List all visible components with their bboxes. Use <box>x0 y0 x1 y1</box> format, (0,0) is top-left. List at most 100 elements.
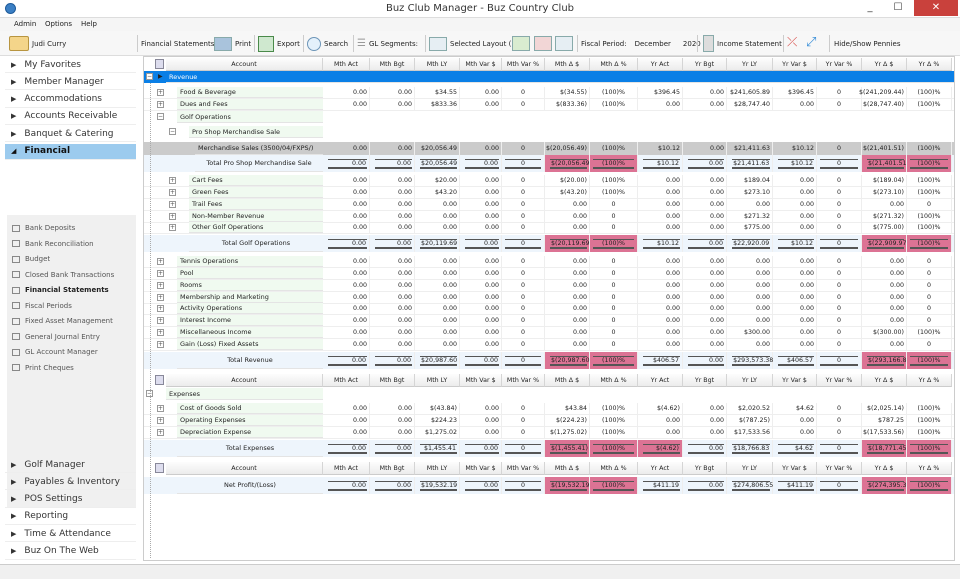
column-header[interactable]: Mth LY <box>415 58 460 71</box>
column-header[interactable]: Mth Var % <box>502 58 545 71</box>
sidebar-item-golf-manager[interactable]: ▶ Golf Manager <box>5 457 136 473</box>
expand-icon[interactable]: + <box>169 189 176 196</box>
column-header[interactable]: Mth Δ % <box>590 462 638 475</box>
table-row[interactable]: + Non-Member Revenue 0.00 0.00 0.00 0.00 0 0.00… <box>144 211 954 223</box>
table-row[interactable]: + Trail Fees 0.00 0.00 0.00 0.00 0 0.00 0 0.00 0.0… <box>144 199 954 211</box>
table-row[interactable]: + Other Golf Operations 0.00 0.00 0.00 0.00 0 0… <box>144 222 954 234</box>
delete-layout-icon[interactable] <box>534 36 552 51</box>
menu-admin[interactable]: Admin <box>14 20 37 28</box>
column-header[interactable]: Mth Var $ <box>460 58 502 71</box>
group-row[interactable]: − Expenses <box>144 388 954 400</box>
expand-icon[interactable]: + <box>157 270 164 277</box>
column-header[interactable]: Mth LY <box>415 462 460 475</box>
column-header[interactable]: Yr LY <box>727 58 773 71</box>
column-header[interactable]: Mth Δ $ <box>545 58 590 71</box>
edit-layout-icon[interactable] <box>555 36 573 51</box>
expand-icon[interactable]: + <box>157 317 164 324</box>
submenu-item-print-cheques[interactable]: Print Cheques <box>12 364 74 372</box>
submenu-item-bank-deposits[interactable]: Bank Deposits <box>12 224 75 232</box>
search-button[interactable]: Search <box>307 31 348 56</box>
column-header-row[interactable]: Account Mth Act Mth Bgt Mth LY Mth Var $ Mth … <box>144 462 954 475</box>
column-header[interactable]: Yr Var $ <box>773 58 817 71</box>
column-header[interactable]: Mth Δ % <box>590 58 638 71</box>
table-row[interactable]: + Miscellaneous Income 0.00 0.00 0.00 0.00 0 0.… <box>144 327 954 339</box>
gl-segments-button[interactable]: ☰ GL Segments: <box>357 31 418 56</box>
table-row[interactable]: Merchandise Sales (3500/04/FXPS/) 0.00 0.0… <box>144 142 954 155</box>
sidebar-item-my-favorites[interactable]: ▶ My Favorites <box>5 57 136 73</box>
column-chooser-icon[interactable] <box>155 59 164 69</box>
export-button[interactable]: Export <box>258 31 300 56</box>
sidebar-item-member-manager[interactable]: ▶ Member Manager <box>5 74 136 91</box>
column-header[interactable]: Yr LY <box>727 374 773 387</box>
column-header[interactable]: Yr Act <box>638 374 683 387</box>
table-row[interactable]: + Depreciation Expense 0.00 0.00 $1,275.02 0.… <box>144 427 954 439</box>
menu-help[interactable]: Help <box>81 20 97 28</box>
sidebar-item-accounts-receivable[interactable]: ▶ Accounts Receivable <box>5 109 136 125</box>
collapse-icon[interactable]: − <box>146 390 153 397</box>
submenu-item-general-journal-entry[interactable]: General Journal Entry <box>12 333 100 341</box>
table-row[interactable]: + Cost of Goods Sold 0.00 0.00 $(43.84) 0.00 0… <box>144 403 954 415</box>
column-header[interactable]: Yr Var % <box>817 462 862 475</box>
sidebar-item-accommodations[interactable]: ▶ Accommodations <box>5 92 136 108</box>
column-header[interactable]: Yr Δ $ <box>862 58 907 71</box>
column-header[interactable]: Yr Δ $ <box>862 462 907 475</box>
sidebar-item-buz-on-the-web[interactable]: ▶ Buz On The Web <box>5 544 136 560</box>
collapse-icon[interactable]: − <box>157 113 164 120</box>
column-header[interactable]: Mth Δ % <box>590 374 638 387</box>
submenu-item-budget[interactable]: Budget <box>12 255 50 263</box>
expand-icon[interactable]: + <box>169 224 176 231</box>
submenu-item-closed-bank-transactions[interactable]: Closed Bank Transactions <box>12 271 114 279</box>
column-header-account[interactable]: Account <box>166 58 323 71</box>
expand-icon[interactable]: + <box>157 305 164 312</box>
sidebar-item-reporting[interactable]: ▶ Reporting <box>5 509 136 525</box>
column-header[interactable]: Yr Var % <box>817 374 862 387</box>
collapse-icon[interactable]: − <box>169 128 176 135</box>
expand-icon[interactable]: + <box>157 294 164 301</box>
expand-icon[interactable]: + <box>157 101 164 108</box>
column-header[interactable]: Mth Act <box>323 462 370 475</box>
column-header[interactable]: Mth Var % <box>502 374 545 387</box>
print-button[interactable]: Print <box>214 31 251 56</box>
table-row[interactable]: + Tennis Operations 0.00 0.00 0.00 0.00 0 0.00 0… <box>144 256 954 268</box>
table-row[interactable]: + Rooms 0.00 0.00 0.00 0.00 0 0.00 0 0.00 0.00 0.00… <box>144 280 954 292</box>
selected-layout-button[interactable]: Selected Layout () <box>429 31 514 56</box>
sidebar-item-pos-settings[interactable]: ▶ POS Settings <box>5 492 136 508</box>
table-row[interactable]: + Membership and Marketing 0.00 0.00 0.00 0.0… <box>144 292 954 304</box>
table-row[interactable]: + Pool 0.00 0.00 0.00 0.00 0 0.00 0 0.00 0.00 0.00 0… <box>144 268 954 280</box>
sidebar-item-time-attendance[interactable]: ▶ Time & Attendance <box>5 526 136 543</box>
expand-icon[interactable]: + <box>169 177 176 184</box>
group-row[interactable]: − Pro Shop Merchandise Sale <box>144 126 954 138</box>
sidebar-item-banquet-catering[interactable]: ▶ Banquet & Catering <box>5 126 136 143</box>
expand-icon[interactable]: + <box>169 201 176 208</box>
column-header[interactable]: Yr Δ $ <box>862 374 907 387</box>
submenu-item-fiscal-periods[interactable]: Fiscal Periods <box>12 302 72 310</box>
column-chooser-icon[interactable] <box>155 375 164 385</box>
column-header[interactable]: Yr Bgt <box>683 462 727 475</box>
total-row[interactable]: Total Expenses 0.00 0.00 $1,455.41 0.00 0 $(1,… <box>144 440 954 457</box>
column-header-account[interactable]: Account <box>166 374 323 387</box>
expand-all-icon[interactable]: ⤢ <box>806 35 817 50</box>
expand-icon[interactable]: + <box>157 89 164 96</box>
column-header[interactable]: Mth Bgt <box>370 58 415 71</box>
table-row[interactable]: + Activity Operations 0.00 0.00 0.00 0.00 0 0.0… <box>144 303 954 315</box>
column-header[interactable]: Yr Bgt <box>683 374 727 387</box>
minimize-button[interactable]: _ <box>867 2 873 13</box>
column-header[interactable]: Yr Bgt <box>683 58 727 71</box>
expand-icon[interactable]: + <box>157 329 164 336</box>
expand-icon[interactable]: + <box>157 417 164 424</box>
expand-icon[interactable]: + <box>157 341 164 348</box>
column-header[interactable]: Yr LY <box>727 462 773 475</box>
table-row[interactable]: + Food & Beverage 0.00 0.00 $34.55 0.00 0 $(34.… <box>144 87 954 99</box>
column-header[interactable]: Yr Var $ <box>773 374 817 387</box>
close-button[interactable]: ✕ <box>914 0 958 16</box>
column-header[interactable]: Mth Bgt <box>370 462 415 475</box>
column-header[interactable]: Mth Var $ <box>460 462 502 475</box>
income-statement-button[interactable]: Income Statement <box>703 31 782 56</box>
column-header[interactable]: Yr Act <box>638 462 683 475</box>
total-row[interactable]: Net Profit/(Loss) 0.00 0.00 $19,532.19 0.00 0… <box>144 477 954 494</box>
expand-icon[interactable]: + <box>157 429 164 436</box>
total-row[interactable]: Total Revenue 0.00 0.00 $20,987.60 0.00 0 $(20… <box>144 352 954 369</box>
collapse-all-icon[interactable]: ⤫ <box>787 35 798 50</box>
table-row[interactable]: + Interest Income 0.00 0.00 0.00 0.00 0 0.00 0 0.… <box>144 315 954 327</box>
expand-icon[interactable]: + <box>157 282 164 289</box>
